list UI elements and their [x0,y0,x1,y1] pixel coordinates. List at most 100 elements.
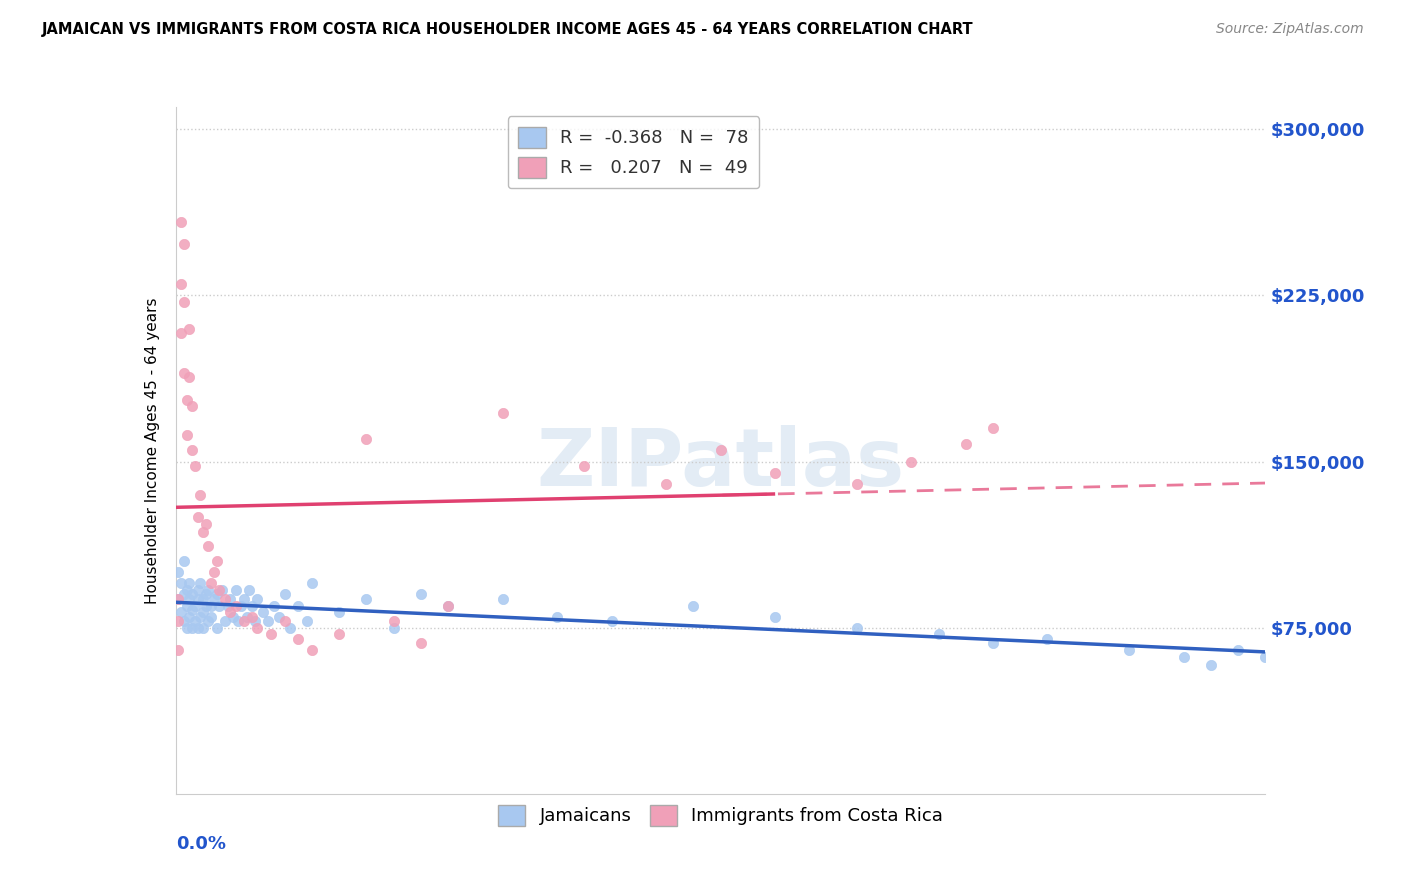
Point [197,582,219,597]
Point [955,437,977,451]
Point [170,277,193,292]
Point [167,643,190,657]
Point [328,627,350,641]
Point [194,587,217,601]
Point [238,582,260,597]
Point [170,605,193,619]
Point [219,605,242,619]
Text: Source: ZipAtlas.com: Source: ZipAtlas.com [1216,22,1364,37]
Point [225,599,247,613]
Text: JAMAICAN VS IMMIGRANTS FROM COSTA RICA HOUSEHOLDER INCOME AGES 45 - 64 YEARS COR: JAMAICAN VS IMMIGRANTS FROM COSTA RICA H… [42,22,974,37]
Point [170,576,193,591]
Point [301,643,323,657]
Legend: Jamaicans, Immigrants from Costa Rica: Jamaicans, Immigrants from Costa Rica [491,797,950,833]
Point [246,621,269,635]
Point [181,443,204,458]
Point [186,621,209,635]
Point [900,454,922,468]
Point [202,591,225,606]
Point [546,609,568,624]
Point [173,587,195,601]
Point [197,614,219,628]
Point [188,488,211,502]
Point [356,591,378,606]
Point [202,566,225,580]
Point [176,428,198,442]
Point [167,591,190,606]
Point [287,599,309,613]
Point [437,599,460,613]
Point [287,632,309,646]
Point [409,636,432,650]
Point [208,599,231,613]
Point [191,525,214,540]
Point [928,627,950,641]
Point [845,476,868,491]
Y-axis label: Householder Income Ages 45 - 64 years: Householder Income Ages 45 - 64 years [145,297,160,604]
Point [240,609,263,624]
Point [191,591,214,606]
Point [191,605,214,619]
Point [222,609,245,624]
Point [173,614,195,628]
Point [1199,658,1222,673]
Point [194,599,217,613]
Point [763,609,786,624]
Point [205,554,228,568]
Point [260,627,283,641]
Point [1036,632,1059,646]
Point [184,458,207,473]
Point [301,576,323,591]
Point [710,443,733,458]
Point [176,599,198,613]
Point [173,237,195,252]
Point [186,582,209,597]
Point [200,576,222,591]
Point [197,539,219,553]
Point [173,554,195,568]
Point [600,614,623,628]
Point [217,599,239,613]
Point [179,609,201,624]
Point [437,599,460,613]
Point [1227,643,1250,657]
Point [181,603,204,617]
Point [356,433,378,447]
Point [1173,649,1195,664]
Point [574,458,596,473]
Point [173,295,195,310]
Point [232,591,254,606]
Point [232,614,254,628]
Point [191,621,214,635]
Text: ZIPatlas: ZIPatlas [537,425,904,503]
Point [173,366,195,380]
Point [328,605,350,619]
Point [981,636,1004,650]
Point [382,614,405,628]
Point [1254,649,1277,664]
Point [179,321,201,335]
Point [181,621,204,635]
Point [382,621,405,635]
Point [655,476,678,491]
Point [179,370,201,384]
Point [184,614,207,628]
Point [200,609,222,624]
Point [167,591,190,606]
Point [492,406,515,420]
Point [231,599,253,613]
Point [235,609,257,624]
Point [214,591,236,606]
Point [243,614,266,628]
Point [228,614,250,628]
Point [295,614,318,628]
Point [188,576,211,591]
Point [246,591,269,606]
Point [186,510,209,524]
Point [176,582,198,597]
Point [211,582,233,597]
Point [200,599,222,613]
Point [184,599,207,613]
Point [274,587,297,601]
Point [181,587,204,601]
